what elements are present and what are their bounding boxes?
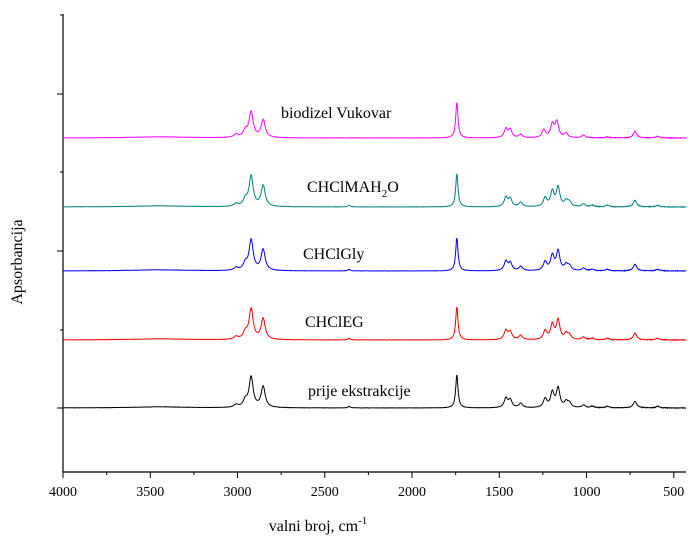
y-axis-title: Apsorbancija [9,219,26,304]
spectrum-label-1: CHClEG [305,314,364,331]
x-tick-label: 2500 [311,485,339,500]
x-tick-label: 1000 [573,485,601,500]
spectrum-line-3 [63,173,686,209]
x-axis-title: valni broj, cm-1 [269,515,367,535]
spectrum-labels: prije ekstrakcije CHClEG CHClGly CHClMAH2O b… [281,105,411,400]
spectrum-label-2: CHClGly [303,246,364,263]
x-tick-label: 3500 [136,485,164,500]
spectrum-line-1 [62,306,687,342]
y-axis-ticks [57,14,63,409]
x-tick-label: 500 [663,485,684,500]
x-tick-label: 1500 [485,485,513,500]
spectrum-label-3: CHClMAH2O [307,179,399,200]
spectrum-lines [62,102,687,410]
x-axis-title-superscript: -1 [358,515,367,527]
spectrum-label-0: prije ekstrakcije [308,383,411,400]
spectrum-line-0 [62,374,687,410]
x-tick-label: 3000 [224,485,252,500]
plot-frame [62,14,686,473]
spectrum-line-2 [62,237,687,273]
spectrum-label-4: biodizel Vukovar [281,105,392,122]
spectrum-line-4 [63,102,687,139]
x-tick-label: 2000 [398,485,426,500]
x-axis-ticks: 4000 3500 3000 2500 2000 1500 1000 500 [49,472,684,500]
x-tick-label: 4000 [49,485,77,500]
